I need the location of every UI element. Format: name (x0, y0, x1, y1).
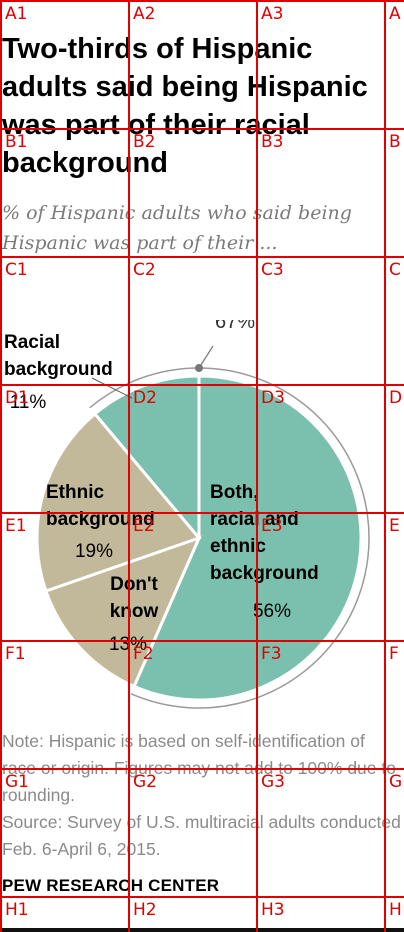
grid-row-line-6 (0, 768, 404, 770)
grid-cell-label: C3 (261, 260, 284, 280)
grid-cell-label: C2 (133, 260, 156, 280)
chart-title: Two-thirds of Hispanic adults said being… (2, 33, 368, 179)
grid-cell-label: B2 (133, 132, 156, 152)
slice-label-1: Both, racial and ethnic background (210, 482, 319, 584)
grid-cell-label: G2 (133, 772, 157, 792)
grid-cell-label: B (389, 132, 401, 152)
grid-cell-label: A (389, 4, 401, 24)
grid-row-line-0 (0, 0, 404, 2)
callout-label: 67% (215, 320, 255, 333)
grid-cell-label: E (389, 516, 400, 536)
combined-callout: 67% (195, 320, 255, 372)
grid-cell-label: G3 (261, 772, 285, 792)
grid-cell-label: F3 (261, 644, 282, 664)
slice-label-3: Ethnic background (46, 482, 155, 530)
pie-slice-2 (44, 535, 202, 689)
grid-cell-label: F (389, 644, 399, 664)
grid-cell-label: D1 (5, 388, 29, 408)
callout-line (198, 345, 214, 369)
grid-row-line-2 (0, 256, 404, 258)
slice-label-2: Don't know (110, 574, 159, 622)
grid-cell-label: H2 (133, 900, 157, 920)
grid-cell-label: C1 (5, 260, 28, 280)
grid-cell-label: H (389, 900, 402, 920)
grid-cell-label: A3 (261, 4, 284, 24)
grid-col-line-3 (384, 0, 386, 932)
slice-value-3: 19% (75, 541, 113, 562)
grid-cell-label: E3 (261, 516, 283, 536)
grid-cell-label: H1 (5, 900, 29, 920)
slice-value-1: 56% (253, 601, 291, 622)
grid-cell-label: B3 (261, 132, 284, 152)
grid-cell-label: E1 (5, 516, 27, 536)
pie-chart: 67% Racial background 11% Both, racial and et… (4, 320, 370, 709)
pie-slices (35, 374, 363, 702)
grid-cell-label: F2 (133, 644, 154, 664)
grid-cell-label: F1 (5, 644, 26, 664)
pie-slice-3 (35, 411, 202, 593)
grid-cell-label: G1 (5, 772, 29, 792)
slice-label-0: Racial background (4, 332, 113, 380)
slice-value-0: 11% (10, 392, 47, 413)
bottom-rule (0, 928, 404, 932)
grid-row-line-7 (0, 896, 404, 898)
grid-cell-label: A2 (133, 4, 156, 24)
chart-subtitle: % of Hispanic adults who said being Hisp… (2, 202, 352, 254)
grid-cell-label: D2 (133, 388, 157, 408)
grid-cell-label: H3 (261, 900, 285, 920)
pie-slice-1 (132, 374, 363, 702)
grid-cell-label: E2 (133, 516, 155, 536)
slice-leader-0 (91, 377, 133, 399)
chart-note: Note: Hispanic is based on self-identifi… (2, 728, 402, 863)
grid-row-line-4 (0, 512, 404, 514)
grid-cell-label: A1 (5, 4, 28, 24)
grid-cell-label: C (389, 260, 401, 280)
grid-col-line-0 (0, 0, 2, 932)
pie-labels: Racial background 11% Both, racial and ethnic… (4, 332, 319, 655)
grid-row-line-3 (0, 384, 404, 386)
grid-cell-label: D (389, 388, 403, 408)
grid-row-line-1 (0, 128, 404, 130)
grid-col-line-1 (128, 0, 130, 932)
brand-footer: PEW RESEARCH CENTER (2, 876, 220, 895)
grid-cell-label: D3 (261, 388, 285, 408)
grid-row-line-5 (0, 640, 404, 642)
grid-cell-label: B1 (5, 132, 28, 152)
grid-cell-label: G (389, 772, 403, 792)
grid-col-line-2 (256, 0, 258, 932)
source-text: Source: Survey of U.S. multiracial adult… (2, 812, 401, 859)
